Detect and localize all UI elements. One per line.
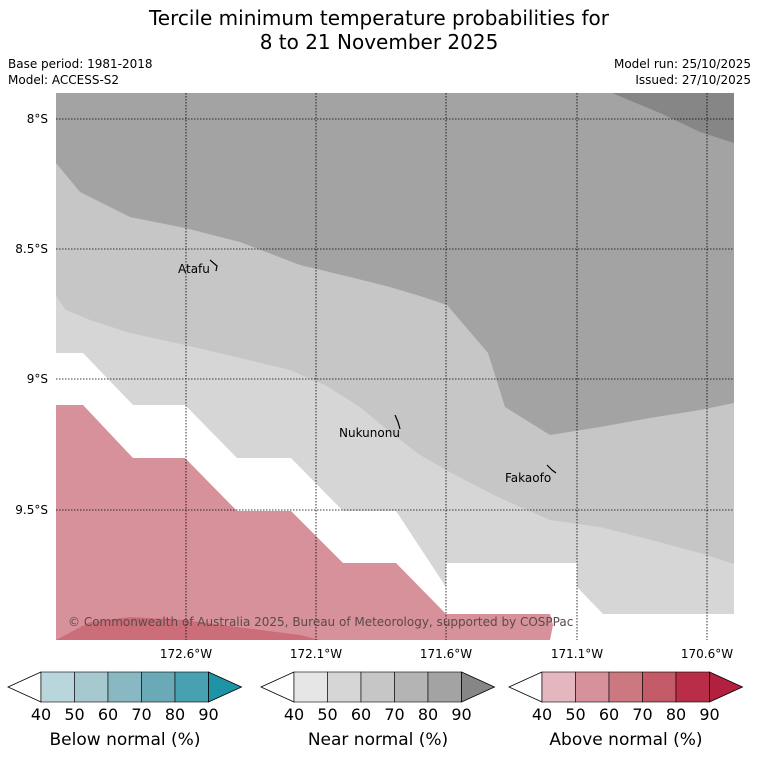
colorbar-near-segment [293,671,328,703]
fakaofo-atoll-shape [546,464,557,474]
colorbar-label-near: Near normal (%) [307,730,449,750]
map-title-line1: Tercile minimum temperature probabilitie… [148,6,610,30]
lat-label-8-5s: 8.5°S [15,242,48,256]
nukunonu-atoll-shape [394,414,401,430]
colorbar-below-segment [74,671,109,703]
atoll-outlines [209,259,557,474]
lon-label-172-6w: 172.6°W [160,647,212,661]
model-label: Model: ACCESS-S2 [8,73,120,87]
colorbar-label-above: Above normal (%) [549,730,703,750]
graticule [56,93,734,640]
colorbar-above-tick: 40 [532,705,552,724]
base-period-label: Base period: 1981-2018 [8,57,153,71]
colorbar-above-segment [642,671,677,703]
lon-label-171-1w: 171.1°W [551,647,603,661]
colorbar-below-low-extend [7,671,42,703]
colorbar-above-tick: 60 [599,705,619,724]
colorbar-above-segment [575,671,610,703]
colorbar-above-segment [608,671,643,703]
near-normal-90-region [612,93,734,143]
colorbar-above-tick: 90 [699,705,719,724]
colorbar-above-tick: 70 [632,705,652,724]
colorbar-near-tick: 90 [451,705,471,724]
place-label-fakaofo: Fakaofo [505,471,551,485]
above-normal-70-region [56,617,320,640]
colorbar-below-tick: 60 [98,705,118,724]
colorbar-above-tick: 50 [565,705,585,724]
issued-label: Issued: 27/10/2025 [635,73,751,87]
colorbar-near-segment [427,671,462,703]
colorbar-below-segment [107,671,142,703]
colorbar-below-high-extend [208,671,243,703]
colorbar-near-tick: 70 [384,705,404,724]
near-normal-80-region [56,93,734,435]
colorbar-above-segment [675,671,710,703]
lon-label-172-1w: 172.1°W [290,647,342,661]
colorbar-near-low-extend [260,671,295,703]
colorbar-above-tick: 80 [666,705,686,724]
colorbar-near-tick: 50 [317,705,337,724]
lon-label-171-6w: 171.6°W [420,647,472,661]
colorbar-below-tick: 70 [131,705,151,724]
colorbar-near-tick: 60 [351,705,371,724]
place-label-atafu: Atafu [178,262,210,276]
colorbar-label-below: Below normal (%) [49,730,201,750]
colorbar-above-segment [541,671,576,703]
colorbar-near-tick: 80 [418,705,438,724]
colorbar-below-segment [141,671,176,703]
lon-label-170-6w: 170.6°W [681,647,733,661]
place-label-nukunonu: Nukunonu [339,426,400,440]
colorbar-below-segment [174,671,209,703]
lat-label-9s: 9°S [27,372,48,386]
colorbar-near-high-extend [461,671,496,703]
colorbar-above-low-extend [508,671,543,703]
map-plot-area: Atafu Nukunonu Fakaofo © Commonwealth of… [56,93,734,640]
map-title-line2: 8 to 21 November 2025 [259,30,499,54]
colorbar-below-segment [40,671,75,703]
lat-label-9-5s: 9.5°S [15,503,48,517]
colorbar-below-tick: 80 [165,705,185,724]
colorbar-near-segment [327,671,362,703]
colorbar-below-tick: 50 [64,705,84,724]
above-normal-60-region [56,405,553,640]
colorbar-below-tick: 90 [198,705,218,724]
colorbar-below-tick: 40 [31,705,51,724]
colorbar-near-tick: 40 [284,705,304,724]
copyright-notice: © Commonwealth of Australia 2025, Bureau… [68,615,573,629]
atafu-atoll-shape [209,259,218,272]
colorbar-near-segment [394,671,429,703]
colorbar-above-high-extend [709,671,744,703]
colorbars: 40 50 60 70 80 90 40 50 60 70 80 90 40 50 60 70 80 90 [7,671,744,724]
model-run-label: Model run: 25/10/2025 [613,57,751,71]
colorbar-near-segment [360,671,395,703]
lat-label-8s: 8°S [27,112,48,126]
